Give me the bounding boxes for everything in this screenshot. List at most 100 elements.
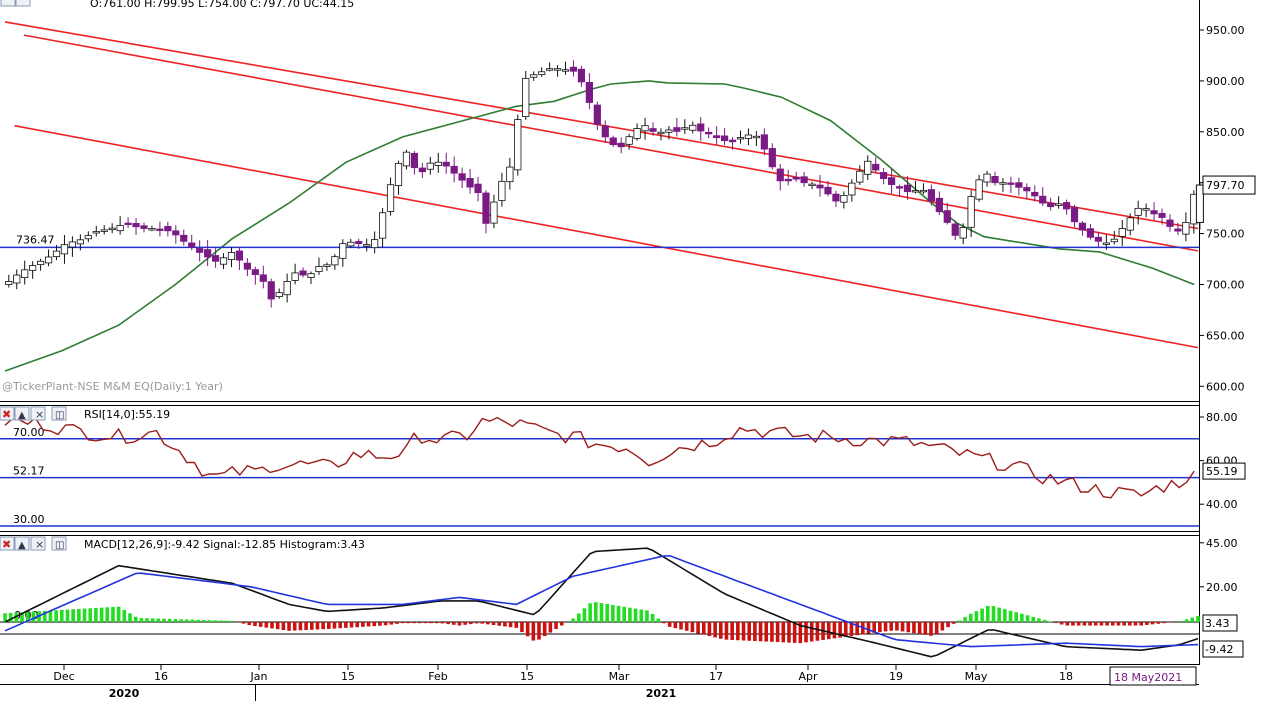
macd-histogram-bar [650, 613, 655, 622]
candle-body [235, 250, 244, 261]
macd-histogram-bar [48, 610, 53, 622]
rsi-remove-button[interactable] [0, 406, 15, 421]
macd-histogram-bar [82, 608, 87, 622]
candle-body [673, 127, 681, 132]
candle-body [601, 125, 609, 138]
macd-histogram-bar [145, 618, 149, 622]
candle-body [705, 131, 713, 135]
macd-histogram-bar [582, 608, 587, 622]
candle-body [1182, 222, 1190, 235]
candle-body [402, 151, 411, 167]
y-tick-label: 750.00 [1206, 228, 1245, 241]
macd-histogram-bar [576, 613, 581, 622]
candle-body [1126, 217, 1134, 231]
macd-histogram-bar [951, 622, 956, 624]
macd-histogram-bar [99, 607, 104, 622]
close-button[interactable] [15, 0, 31, 7]
candle-body [394, 162, 403, 186]
rsi-title: RSI[14,0]:55.19 [84, 408, 170, 421]
candle-body [299, 270, 307, 276]
macd-histogram-bar [1145, 622, 1149, 625]
price-toolbar[interactable] [0, 0, 31, 7]
up-icon: ▲ [18, 540, 26, 551]
macd-histogram-bar [667, 622, 672, 627]
candle-body [291, 272, 299, 281]
macd-up-button[interactable] [14, 536, 30, 551]
candle-body [689, 124, 697, 131]
macd-histogram-bar [150, 618, 155, 622]
candle-body [522, 77, 530, 117]
macd-histogram-bar [281, 622, 286, 631]
x-tick-label: 15 [341, 670, 355, 683]
macd-histogram-bar [895, 622, 899, 631]
macd-histogram-bar [889, 622, 894, 631]
macd-y-tick-label: 20.00 [1206, 581, 1238, 594]
macd-histogram-bar [1003, 609, 1007, 622]
candle-body [1062, 202, 1071, 210]
rsi-value-box [1202, 462, 1246, 480]
rsi-level-label: 30.00 [13, 513, 45, 526]
candle-body [1158, 212, 1166, 218]
channel-upper-line [4, 21, 1199, 230]
macd-histogram-bar [65, 609, 70, 622]
macd-histogram-bar [963, 617, 967, 622]
macd-histogram-bar [179, 619, 183, 622]
candle-body [959, 227, 967, 239]
macd-histogram-bar [1190, 617, 1195, 622]
macd-histogram-bar [54, 610, 58, 622]
candle-body [13, 274, 21, 284]
macd-toolbar[interactable]: ✖ ▲ × ◫ [0, 536, 67, 551]
candle-body [498, 180, 506, 201]
rsi-level-label: 70.00 [13, 426, 45, 439]
y-tick-label: 600.00 [1206, 380, 1245, 393]
candle-body [888, 177, 896, 185]
macd-histogram-bar [639, 609, 644, 622]
macd-histogram-bar [736, 622, 740, 641]
support-label: 736.47 [16, 233, 55, 246]
candle-body [903, 184, 912, 193]
candle-body [386, 184, 395, 212]
rsi-toolbar[interactable]: ✖ ▲ × ◫ [0, 406, 67, 421]
rsi-up-button[interactable] [14, 406, 30, 421]
candle-body [553, 68, 562, 71]
macd-histogram-bar [372, 622, 377, 627]
candle-body [832, 193, 840, 202]
macd-histogram-bar [707, 622, 712, 637]
macd-histogram-bar [1031, 616, 1036, 622]
macd-histogram-bar [986, 605, 990, 622]
candle-body [840, 195, 848, 203]
collapse-button[interactable] [0, 0, 16, 7]
y-tick-label: 900.00 [1206, 75, 1245, 88]
macd-histogram-bar [1184, 619, 1189, 622]
macd-histogram-bar [417, 622, 422, 624]
x-tick-label: Feb [428, 670, 447, 683]
macd-histogram-bar [315, 622, 320, 630]
rsi-y-tick-label: 40.00 [1206, 498, 1238, 511]
macd-histogram-bar [1059, 622, 1064, 625]
macd-value-label: -9.42 [1205, 643, 1233, 656]
year-label: 2020 [109, 687, 140, 700]
up-icon: ▲ [18, 410, 26, 421]
rsi-close-button[interactable] [30, 406, 46, 421]
candle-body [1166, 219, 1174, 227]
macd-histogram-bar [88, 608, 93, 622]
candle-body [418, 167, 426, 173]
macd-histogram-bar [832, 622, 837, 639]
close-icon: × [35, 408, 44, 421]
macd-histogram-bar [8, 612, 13, 622]
macd-histogram-bar [588, 603, 592, 622]
macd-histogram-bar [855, 622, 859, 636]
macd-remove-button[interactable] [0, 536, 15, 551]
candle-body [506, 166, 514, 183]
candle-body [140, 225, 148, 229]
candle-body [124, 222, 132, 226]
macd-histogram-bar [1128, 622, 1132, 626]
candle-body [148, 228, 156, 231]
macd-close-button[interactable] [30, 536, 46, 551]
macd-histogram-bar [190, 619, 195, 622]
macd-settings-button[interactable] [51, 536, 67, 551]
macd-histogram-bar [900, 622, 905, 632]
rsi-settings-button[interactable] [51, 406, 67, 421]
candle-body [243, 262, 251, 270]
